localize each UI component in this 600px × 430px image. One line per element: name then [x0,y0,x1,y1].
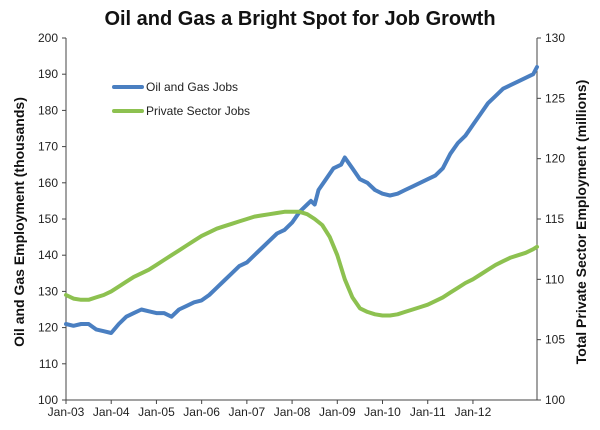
x-tick-label: Jan-05 [138,405,175,419]
x-tick-label: Jan-03 [48,405,85,419]
left-tick-label: 160 [38,176,58,190]
right-tick-label: 130 [545,31,565,45]
x-tick-label: Jan-07 [229,405,266,419]
series-line-private-sector [64,209,539,318]
series-group [64,65,539,335]
right-tick-label: 105 [545,333,565,347]
chart-title: Oil and Gas a Bright Spot for Job Growth [104,8,495,30]
x-tick-label: Jan-08 [274,405,311,419]
x-tick-label: Jan-11 [410,405,446,419]
x-tick-label: Jan-12 [455,405,492,419]
left-tick-label: 200 [38,31,58,45]
left-tick-label: 130 [38,284,58,298]
left-axis-title: Oil and Gas Employment (thousands) [11,97,27,347]
left-tick-label: 100 [38,393,58,407]
axes-group: 100 110 120 130 140 150 160 170 180 190 200 100 105 1… [38,31,565,419]
right-tick-label: 115 [545,212,564,226]
series-line-oil-gas [64,65,539,335]
right-tick-label: 110 [545,272,564,286]
legend-label: Private Sector Jobs [146,104,250,118]
right-tick-label: 125 [545,91,565,105]
x-tick-label: Jan-04 [93,405,130,419]
left-tick-label: 150 [38,212,58,226]
left-tick-label: 120 [38,321,58,335]
right-axis-title: Total Private Sector Employment (million… [573,80,589,364]
left-tick-label: 190 [38,67,58,81]
left-tick-label: 180 [38,103,58,117]
x-tick-label: Jan-06 [183,405,220,419]
x-tick-label: Jan-10 [364,405,401,419]
right-tick-label: 120 [545,152,565,166]
left-tick-label: 170 [38,140,58,154]
legend: Oil and Gas Jobs Private Sector Jobs [112,80,250,118]
left-tick-label: 110 [39,357,58,371]
left-tick-label: 140 [38,248,58,262]
x-tick-label: Jan-09 [319,405,356,419]
right-tick-label: 100 [545,393,565,407]
legend-label: Oil and Gas Jobs [146,80,238,94]
